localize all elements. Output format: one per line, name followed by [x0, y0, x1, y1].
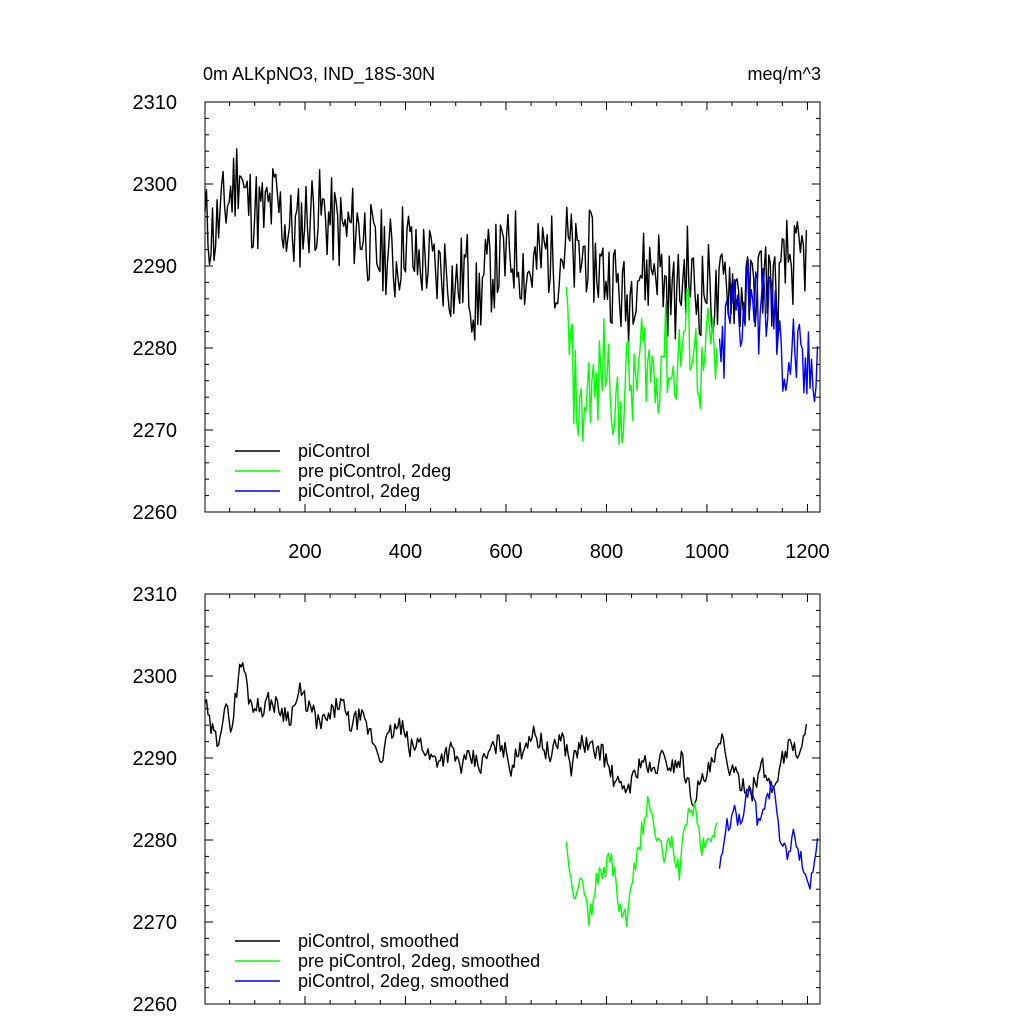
series-line-2	[565, 286, 718, 446]
legend-label: piControl	[298, 441, 370, 461]
series-line-1	[204, 662, 808, 807]
top-panel: 0m ALKpNO3, IND_18S-30N meq/m^3 2260 2270…	[133, 64, 830, 563]
bottom-panel-ytick-labels: 2260 2270 2280 2290 2300 2310	[133, 584, 178, 1016]
x-tick-label: 1000	[685, 541, 730, 563]
y-tick-label: 2300	[133, 174, 178, 196]
top-panel-xtick-labels: 200 400 600 800 1000 1200	[288, 541, 829, 563]
y-tick-label: 2300	[133, 666, 178, 688]
legend-label: piControl, smoothed	[298, 931, 459, 951]
bottom-panel: 2260 2270 2280 2290 2300 2310 piControl, smoo…	[133, 584, 821, 1016]
y-tick-label: 2290	[133, 256, 178, 278]
series-line-3	[718, 780, 819, 890]
bottom-panel-series	[204, 662, 819, 928]
y-tick-label: 2310	[133, 584, 178, 606]
top-panel-title: 0m ALKpNO3, IND_18S-30N	[203, 64, 435, 85]
y-tick-label: 2280	[133, 338, 178, 360]
legend-label: pre piControl, 2deg	[298, 461, 451, 481]
top-panel-ytick-labels: 2260 2270 2280 2290 2300 2310	[133, 92, 178, 524]
x-tick-label: 800	[590, 541, 623, 563]
y-tick-label: 2270	[133, 420, 178, 442]
legend-label: pre piControl, 2deg, smoothed	[298, 951, 540, 971]
legend-label: piControl, 2deg	[298, 481, 420, 501]
series-line-1	[204, 148, 808, 343]
y-tick-label: 2260	[133, 994, 178, 1016]
y-tick-label: 2270	[133, 912, 178, 934]
x-tick-label: 600	[489, 541, 522, 563]
x-tick-label: 200	[288, 541, 321, 563]
series-line-2	[565, 795, 718, 928]
y-tick-label: 2310	[133, 92, 178, 114]
top-panel-frame	[204, 101, 821, 513]
x-tick-label: 1200	[785, 541, 830, 563]
series-line-3	[718, 258, 819, 403]
top-panel-series	[204, 148, 819, 446]
bottom-panel-ticks	[205, 593, 820, 1005]
y-tick-label: 2260	[133, 502, 178, 524]
top-panel-units: meq/m^3	[748, 64, 821, 84]
legend-label: piControl, 2deg, smoothed	[298, 971, 509, 991]
y-tick-label: 2290	[133, 748, 178, 770]
y-tick-label: 2280	[133, 830, 178, 852]
x-tick-label: 400	[389, 541, 422, 563]
bottom-panel-frame	[204, 593, 821, 1005]
